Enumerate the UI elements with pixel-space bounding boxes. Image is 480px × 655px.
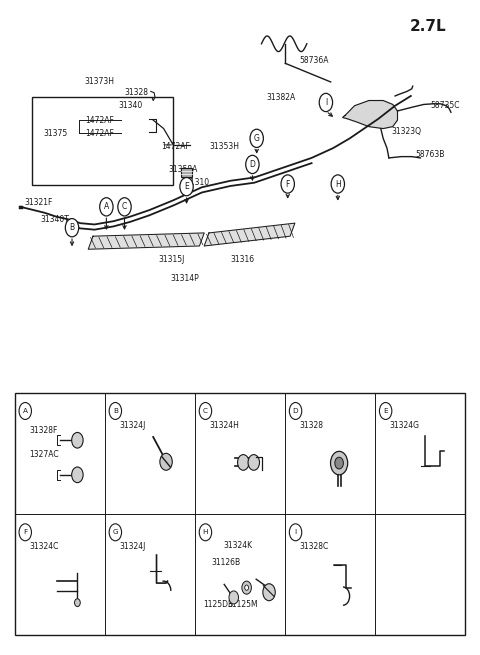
Bar [15,393,465,635]
Bar [33,97,173,185]
Text: 2.7L: 2.7L [410,19,447,33]
Text: H: H [335,179,341,189]
Circle shape [289,403,302,419]
Text: G: G [254,134,260,143]
Circle shape [246,155,259,174]
Circle shape [180,178,193,196]
Text: E: E [184,182,189,191]
Text: 31328F: 31328F [29,426,58,435]
Text: 31373H: 31373H [85,77,115,86]
Circle shape [289,524,302,541]
Text: 31375: 31375 [43,128,67,138]
Text: 31324J: 31324J [119,542,145,551]
Circle shape [109,403,121,419]
Text: F: F [286,179,290,189]
Circle shape [242,581,252,594]
Text: 31314P: 31314P [171,274,200,283]
Text: 31324H: 31324H [209,421,239,430]
Text: 31323Q: 31323Q [392,127,422,136]
Circle shape [319,94,333,111]
Bar [181,168,192,178]
Text: C: C [122,202,127,212]
Circle shape [245,585,249,590]
Text: B: B [113,408,118,414]
Circle shape [199,524,212,541]
Circle shape [248,455,260,470]
Text: 1472AF: 1472AF [85,128,114,138]
Text: 58763B: 58763B [416,150,445,159]
Text: 58736A: 58736A [300,56,329,65]
Circle shape [74,599,80,607]
Text: E: E [384,408,388,414]
Text: G: G [112,529,118,535]
Text: 31353H: 31353H [209,141,240,151]
Circle shape [72,432,83,448]
Circle shape [238,455,249,470]
Text: C: C [203,408,208,414]
Circle shape [331,175,345,193]
Circle shape [160,453,172,470]
Text: H: H [203,529,208,535]
Polygon shape [204,223,295,246]
Circle shape [335,457,343,469]
Text: D: D [293,408,299,414]
Text: A: A [23,408,28,414]
Text: 1472AF: 1472AF [161,141,190,151]
Text: 31316: 31316 [230,255,254,264]
Circle shape [229,591,239,604]
Text: 31328: 31328 [300,421,324,430]
Circle shape [380,403,392,419]
Text: 31340T: 31340T [40,215,70,225]
Polygon shape [88,233,204,250]
Text: 31382A: 31382A [266,94,296,102]
Text: A: A [104,202,109,212]
Text: 58735C: 58735C [430,102,459,110]
Text: F: F [23,529,27,535]
Text: I: I [325,98,327,107]
Circle shape [19,403,32,419]
Circle shape [109,524,121,541]
Text: 31328C: 31328C [300,542,329,551]
Text: B: B [70,223,74,233]
Text: 31324J: 31324J [119,421,145,430]
Text: 31125M: 31125M [228,599,258,608]
Circle shape [250,129,264,147]
Text: 1327AC: 1327AC [29,450,59,459]
Circle shape [65,219,79,237]
Text: 31126B: 31126B [212,559,241,567]
Circle shape [100,198,113,216]
Polygon shape [343,100,397,128]
Text: 31321F: 31321F [24,198,53,207]
Text: I: I [295,529,297,535]
Text: 31310: 31310 [185,178,209,187]
Circle shape [199,403,212,419]
Circle shape [331,451,348,475]
Text: 31324C: 31324C [29,542,59,551]
Circle shape [118,198,131,216]
Text: 31324K: 31324K [224,541,252,550]
Text: 1472AF: 1472AF [85,115,114,124]
Text: 31358A: 31358A [168,165,198,174]
Circle shape [19,524,32,541]
Circle shape [281,175,294,193]
Text: 31328: 31328 [124,88,148,97]
Text: 31315J: 31315J [159,255,185,264]
Text: 31324G: 31324G [389,421,420,430]
Text: D: D [250,160,255,169]
Text: 1125DB: 1125DB [204,599,234,608]
Circle shape [263,584,275,601]
Text: 31340: 31340 [118,102,143,110]
Circle shape [72,467,83,483]
